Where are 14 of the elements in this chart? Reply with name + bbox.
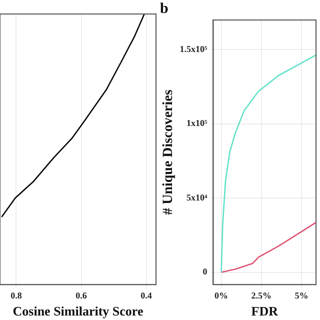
- y-axis-title: # Unique Discoveries: [161, 89, 176, 215]
- x-tick-label: 2.5%: [251, 290, 272, 300]
- x-axis-title: Cosine Similarity Score: [12, 304, 144, 319]
- x-tick-label: 0.8: [10, 290, 22, 300]
- x-tick-label: 0.4: [140, 290, 152, 300]
- x-tick-label: 5%: [294, 290, 308, 300]
- x-tick-label: 0.6: [76, 290, 88, 300]
- y-tick-label: 0: [202, 266, 208, 277]
- y-tick-label: 1.5x10⁵: [180, 44, 208, 54]
- y-tick-label: 5x10⁴: [186, 192, 208, 202]
- y-tick-label: 1x10⁵: [186, 118, 208, 128]
- chart-title: b: [160, 0, 168, 17]
- x-tick-label: 0%: [214, 290, 228, 300]
- x-axis-title: FDR: [251, 304, 279, 319]
